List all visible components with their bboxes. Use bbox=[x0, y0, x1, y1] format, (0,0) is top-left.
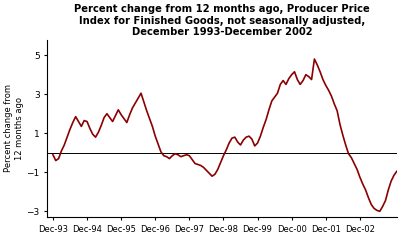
Y-axis label: Percent change from
12 months ago: Percent change from 12 months ago bbox=[4, 84, 24, 172]
Title: Percent change from 12 months ago, Producer Price
Index for Finished Goods, not : Percent change from 12 months ago, Produ… bbox=[74, 4, 370, 37]
